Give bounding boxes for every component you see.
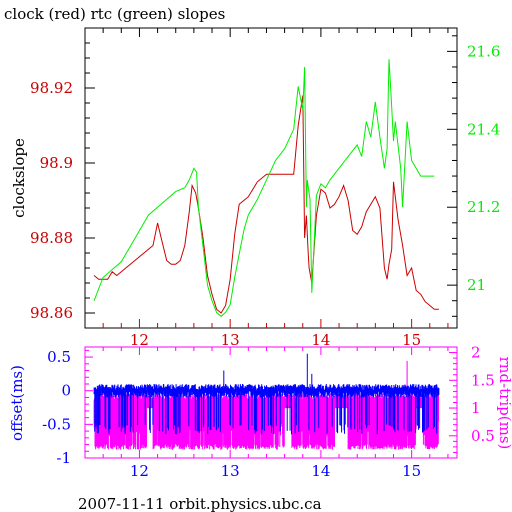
offset-y-tick-label: 0.5 [47, 348, 71, 366]
slopes-y2-tick-label: 21.2 [467, 198, 500, 216]
slopes-y-tick-label: 98.86 [30, 304, 73, 322]
offset-y-tick-label: -0.5 [42, 415, 71, 433]
slopes-y-axis-label: clockslope [10, 138, 28, 218]
slopes-y2-tick-label: 21.6 [467, 42, 500, 60]
clock-slope-series [93, 95, 439, 314]
offset-y-tick-label: 0 [61, 382, 71, 400]
roundtrip-y-tick-label: 1.5 [471, 371, 495, 389]
slopes-x-tick-label: 14 [311, 331, 330, 349]
roundtrip-y-axis-label: rnd-trip(ms) [496, 357, 512, 450]
roundtrip-y-tick-label: 1 [471, 399, 481, 417]
roundtrip-y-tick-label: 0.5 [471, 427, 495, 445]
slopes-panel: 12 13 14 15 98.86 98.88 98.9 98.92 21 21.2 21.4 21.… [10, 27, 500, 349]
offset-series [93, 353, 440, 435]
offset-x-tick-label: 14 [311, 462, 330, 480]
offset-y-tick-label: -1 [56, 449, 71, 467]
rtc-slope-series [93, 59, 435, 317]
offset-x-tick-label: 12 [130, 462, 149, 480]
slopes-y-tick-label: 98.88 [30, 229, 73, 247]
offset-x-tick-label: 13 [221, 462, 240, 480]
offset-panel: 12 13 14 15 -1 -0.5 0 0.5 0.5 1 1.5 2 offset(ms) rn… [8, 344, 512, 480]
slopes-x-tick-label: 15 [402, 331, 421, 349]
slopes-x-tick-label: 12 [130, 331, 149, 349]
slopes-y2-tick-label: 21.4 [467, 120, 500, 138]
roundtrip-y-tick-label: 2 [471, 344, 481, 362]
chart-title: clock (red) rtc (green) slopes [4, 5, 225, 23]
footer-date-host: 2007-11-11 orbit.physics.ubc.ca [78, 495, 322, 512]
offset-y-axis-label: offset(ms) [8, 365, 26, 441]
offset-x-tick-label: 15 [402, 462, 421, 480]
slopes-y-tick-label: 98.92 [30, 79, 73, 97]
slopes-y-tick-label: 98.9 [40, 154, 73, 172]
slopes-x-tick-label: 13 [221, 331, 240, 349]
slopes-y2-tick-label: 21 [467, 276, 486, 294]
